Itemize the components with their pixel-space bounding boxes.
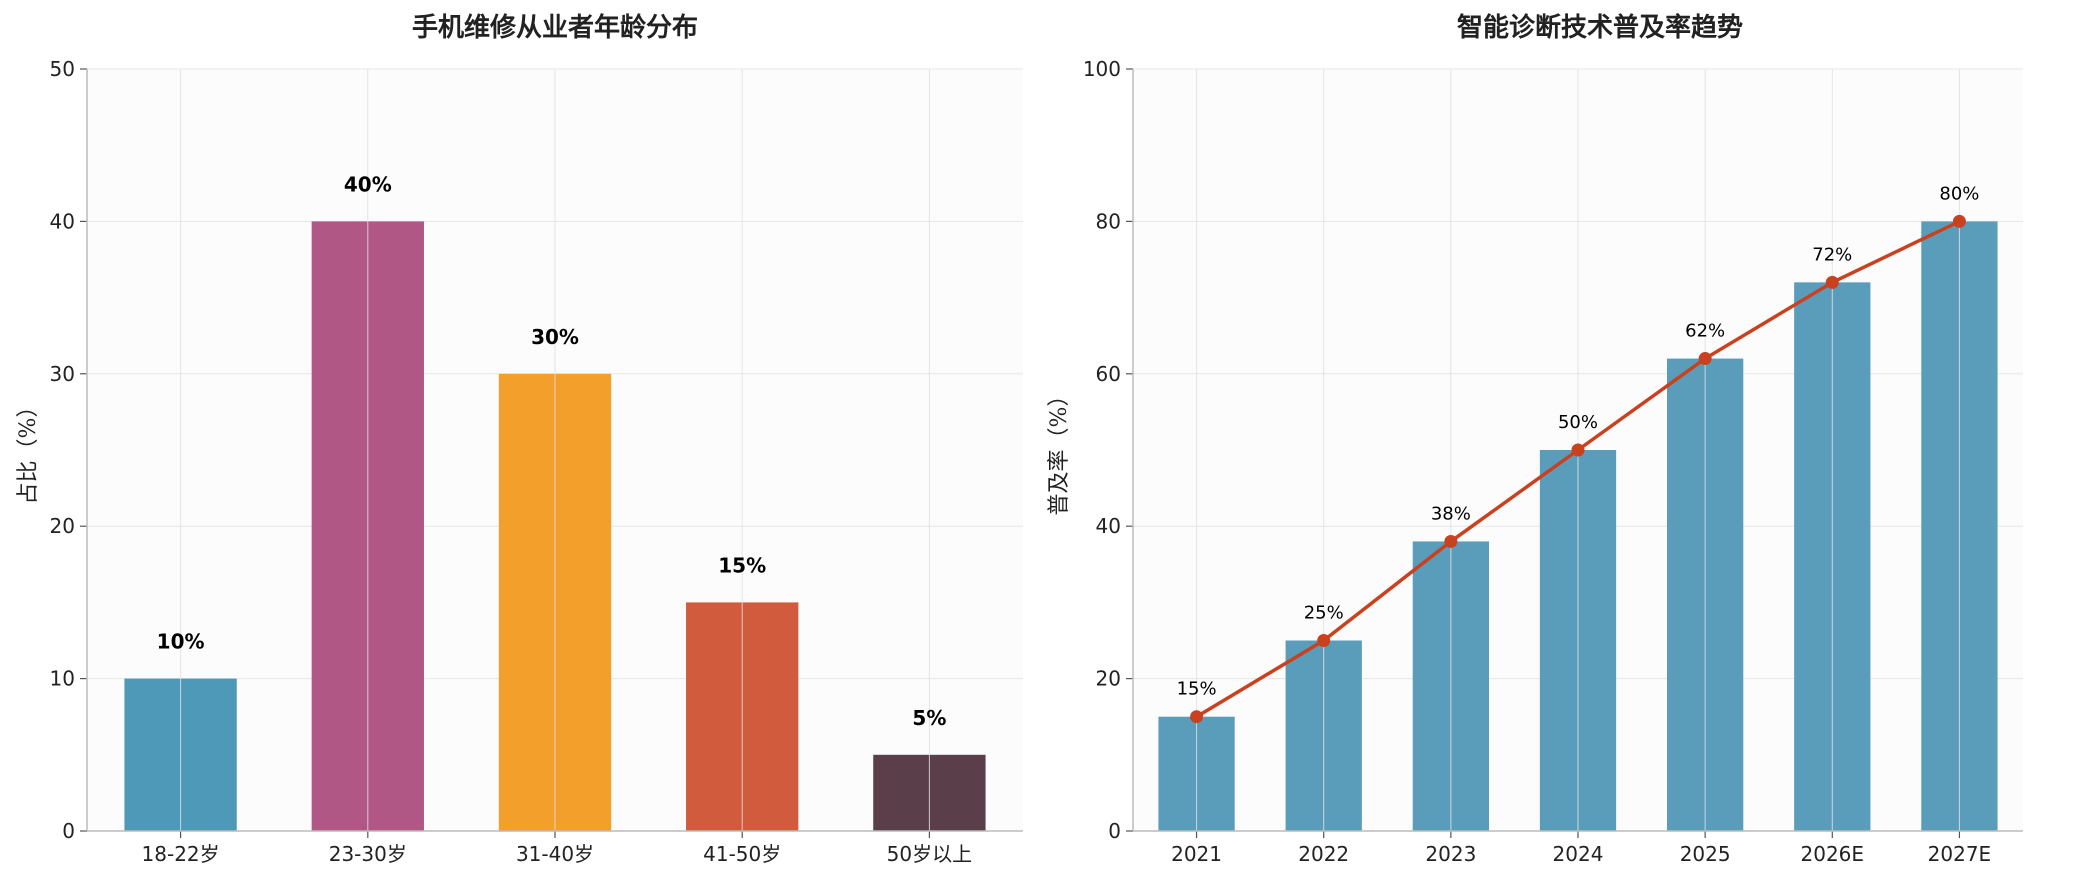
data-label: 38% — [1431, 503, 1471, 524]
age-distribution-chart: 10% 40% 30% 15% 5% 0 10 20 30 40 50 18-22岁 23-30岁 3… — [16, 12, 1023, 866]
x-tick-label: 31-40岁 — [516, 842, 594, 866]
x-tick-label: 50岁以上 — [887, 842, 972, 866]
x-tick-label: 2021 — [1171, 842, 1222, 866]
data-label: 10% — [157, 630, 205, 654]
value-labels-right: 15% 25% 38% 50% 62% 72% 80% — [1177, 183, 1980, 699]
chart-title-right: 智能诊断技术普及率趋势 — [1457, 12, 1743, 43]
value-labels-left: 10% 40% 30% 15% 5% — [157, 172, 947, 729]
data-label: 50% — [1558, 412, 1598, 433]
data-label: 30% — [531, 325, 579, 349]
x-tick-label: 23-30岁 — [329, 842, 407, 866]
y-axis-label-left: 占比（%） — [16, 396, 41, 505]
trend-point — [1698, 352, 1712, 366]
y-tick-label: 80 — [1096, 209, 1121, 233]
x-tick-label: 2026E — [1801, 842, 1865, 866]
data-label: 62% — [1685, 321, 1725, 342]
x-tick-label: 2025 — [1680, 842, 1731, 866]
x-tick-label: 2023 — [1425, 842, 1476, 866]
x-tick-label: 2027E — [1928, 842, 1992, 866]
y-tick-label: 30 — [50, 362, 75, 386]
x-tick-label: 18-22岁 — [142, 842, 220, 866]
data-label: 40% — [344, 172, 392, 196]
y-tick-label: 0 — [62, 819, 75, 843]
data-label: 15% — [718, 553, 766, 577]
y-tick-label: 100 — [1083, 57, 1121, 81]
y-tick-label: 10 — [50, 667, 75, 691]
y-axis-label-right: 普及率（%） — [1047, 385, 1072, 516]
trend-point — [1190, 710, 1204, 724]
data-label: 25% — [1304, 603, 1344, 624]
y-tick-label: 20 — [1096, 667, 1121, 691]
y-tick-label: 50 — [50, 57, 75, 81]
trend-point — [1825, 275, 1839, 289]
x-tick-label: 41-50岁 — [703, 842, 781, 866]
x-tick-label: 2024 — [1553, 842, 1604, 866]
trend-point — [1952, 214, 1966, 228]
y-tick-label: 60 — [1096, 362, 1121, 386]
x-tick-label: 2022 — [1298, 842, 1349, 866]
y-tick-label: 20 — [50, 514, 75, 538]
trend-point — [1571, 443, 1585, 457]
y-tick-label: 0 — [1108, 819, 1121, 843]
data-label: 15% — [1177, 679, 1217, 700]
x-ticks-right: 2021 2022 2023 2024 2025 2026E 2027E — [1171, 831, 1991, 866]
trend-point — [1444, 534, 1458, 548]
bars-left — [124, 69, 986, 831]
trend-point — [1317, 634, 1331, 647]
y-ticks-right: 0 20 40 60 80 100 — [1083, 57, 1133, 843]
data-label: 80% — [1939, 183, 1979, 204]
y-tick-label: 40 — [50, 209, 75, 233]
data-label: 5% — [912, 706, 946, 730]
y-tick-label: 40 — [1096, 514, 1121, 538]
data-label: 72% — [1812, 244, 1852, 265]
x-ticks-left: 18-22岁 23-30岁 31-40岁 41-50岁 50岁以上 — [142, 831, 972, 866]
trend-line-right — [1190, 214, 1966, 724]
bars-right — [1158, 69, 1998, 831]
y-ticks-left: 0 10 20 30 40 50 — [50, 57, 87, 843]
chart-title-left: 手机维修从业者年龄分布 — [412, 12, 698, 43]
